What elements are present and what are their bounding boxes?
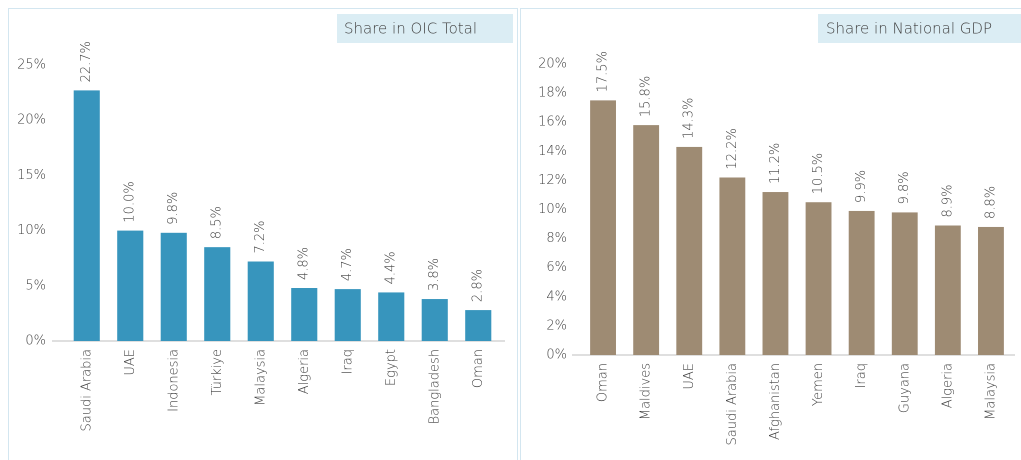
data-label: 11.2% (768, 143, 783, 184)
y-tick-label: 20% (538, 57, 567, 72)
y-tick-label: 0% (25, 334, 46, 349)
y-tick-label: 25% (17, 58, 46, 73)
bar (291, 288, 318, 341)
x-tick-label: Guyana (897, 363, 912, 413)
x-tick-label: Bangladesh (427, 349, 442, 424)
data-label: 2.8% (471, 269, 486, 302)
x-tick-label: Saudi Arabia (79, 349, 94, 432)
bar (978, 226, 1004, 355)
chart-title: Share in National GDP (826, 20, 992, 38)
bar (465, 310, 492, 341)
x-tick-label: Maldives (639, 363, 654, 420)
y-tick-label: 8% (546, 231, 567, 246)
bar (204, 247, 231, 341)
x-tick-label: UAE (682, 363, 697, 390)
data-label: 9.9% (854, 170, 869, 203)
x-tick-label: Egypt (384, 349, 399, 386)
data-label: 17.5% (596, 51, 611, 92)
data-label: 8.9% (940, 184, 955, 217)
x-tick-label: Iraq (340, 349, 355, 374)
title-box (337, 14, 513, 43)
x-tick-label: Malaysia (983, 363, 998, 420)
data-label: 4.4% (384, 251, 399, 284)
data-label: 15.8% (639, 76, 654, 117)
bar (160, 232, 187, 341)
x-tick-label: Yemen (811, 363, 826, 406)
bar (848, 210, 875, 355)
y-tick-label: 5% (25, 278, 46, 293)
y-tick-label: 0% (546, 348, 567, 363)
bar (762, 192, 789, 355)
bar (934, 225, 961, 355)
data-label: 12.2% (725, 128, 740, 169)
panel (520, 8, 1021, 460)
data-label: 9.8% (166, 192, 181, 225)
y-tick-label: 14% (538, 144, 567, 159)
title-box (818, 14, 1021, 43)
x-tick-label: Saudi Arabia (725, 363, 740, 446)
x-tick-label: Afghanistan (768, 363, 783, 440)
panel (8, 8, 518, 460)
x-tick-label: Malaysia (253, 349, 268, 406)
y-tick-label: 4% (546, 289, 567, 304)
x-tick-label: Algeria (297, 349, 312, 394)
data-label: 7.2% (253, 220, 268, 253)
data-label: 9.8% (897, 171, 912, 204)
x-tick-label: UAE (123, 349, 138, 376)
bar (73, 90, 100, 341)
bar (334, 289, 361, 341)
data-label: 10.5% (811, 153, 826, 194)
data-label: 4.7% (340, 248, 355, 281)
y-tick-label: 10% (538, 202, 567, 217)
y-tick-label: 16% (538, 115, 567, 130)
bar (676, 146, 703, 355)
y-tick-label: 18% (538, 86, 567, 101)
data-label: 8.5% (210, 206, 225, 239)
bar (590, 100, 616, 355)
y-tick-label: 12% (538, 173, 567, 188)
data-label: 4.8% (297, 247, 312, 280)
bar (247, 261, 274, 341)
x-tick-label: Indonesia (166, 349, 181, 412)
x-tick-label: Algeria (940, 363, 955, 408)
y-tick-label: 15% (17, 168, 46, 183)
data-label: 10.0% (123, 181, 138, 222)
bar (633, 125, 660, 355)
y-tick-label: 10% (17, 223, 46, 238)
y-tick-label: 20% (17, 113, 46, 128)
chart-title: Share in OIC Total (344, 20, 477, 38)
bar (891, 212, 918, 355)
y-tick-label: 2% (546, 318, 567, 333)
bar (117, 230, 144, 341)
bar (719, 177, 746, 355)
x-tick-label: Iraq (854, 363, 869, 388)
bar (805, 202, 832, 355)
data-label: 14.3% (682, 98, 697, 139)
data-label: 22.7% (79, 41, 94, 82)
data-label: 8.8% (983, 186, 998, 219)
data-label: 3.8% (427, 258, 442, 291)
x-tick-label: Oman (596, 363, 611, 402)
x-tick-label: Türkiye (210, 349, 225, 395)
y-tick-label: 6% (546, 260, 567, 275)
bar (421, 299, 448, 341)
bar (378, 292, 405, 341)
x-tick-label: Oman (471, 349, 486, 388)
